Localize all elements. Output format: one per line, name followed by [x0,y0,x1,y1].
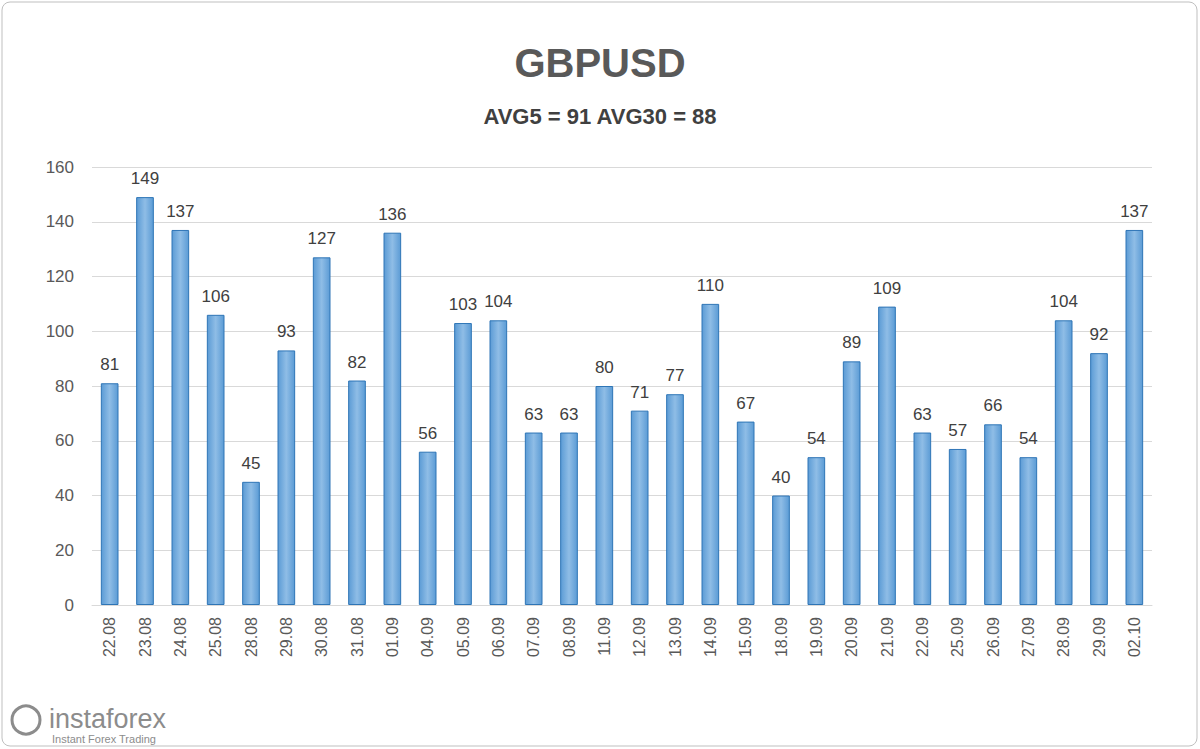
svg-text:40: 40 [55,486,74,505]
svg-text:40: 40 [772,468,791,487]
svg-text:instaforex: instaforex [49,704,167,734]
svg-text:01.09: 01.09 [384,617,401,657]
svg-text:137: 137 [1120,202,1148,221]
svg-text:80: 80 [55,377,74,396]
svg-text:04.09: 04.09 [419,617,436,657]
svg-text:23.08: 23.08 [137,617,154,657]
svg-text:18.09: 18.09 [773,617,790,657]
svg-text:80: 80 [595,358,614,377]
svg-text:20: 20 [55,541,74,560]
svg-text:0: 0 [65,596,74,615]
svg-text:07.09: 07.09 [525,617,542,657]
svg-text:63: 63 [560,405,579,424]
svg-text:63: 63 [913,405,932,424]
svg-text:21.09: 21.09 [879,617,896,657]
svg-text:63: 63 [524,405,543,424]
svg-text:81: 81 [100,355,119,374]
svg-text:109: 109 [873,279,901,298]
svg-text:82: 82 [348,353,367,372]
svg-text:77: 77 [666,366,685,385]
svg-text:56: 56 [418,424,437,443]
svg-text:Instant Forex Trading: Instant Forex Trading [52,733,156,745]
svg-text:71: 71 [630,383,649,402]
svg-text:08.09: 08.09 [561,617,578,657]
svg-text:120: 120 [46,267,74,286]
svg-text:57: 57 [948,421,967,440]
svg-text:25.09: 25.09 [949,617,966,657]
svg-text:20.09: 20.09 [843,617,860,657]
svg-text:13.09: 13.09 [667,617,684,657]
svg-text:160: 160 [46,158,74,177]
svg-text:26.09: 26.09 [985,617,1002,657]
svg-text:106: 106 [201,287,229,306]
svg-text:14.09: 14.09 [702,617,719,657]
svg-text:28.09: 28.09 [1055,617,1072,657]
svg-text:22.09: 22.09 [914,617,931,657]
svg-text:136: 136 [378,205,406,224]
svg-text:89: 89 [842,333,861,352]
svg-text:67: 67 [736,394,755,413]
svg-text:22.08: 22.08 [101,617,118,657]
svg-text:27.09: 27.09 [1020,617,1037,657]
svg-text:25.08: 25.08 [207,617,224,657]
svg-text:29.09: 29.09 [1091,617,1108,657]
svg-text:29.08: 29.08 [278,617,295,657]
svg-text:104: 104 [1049,292,1077,311]
svg-text:92: 92 [1090,325,1109,344]
svg-text:28.08: 28.08 [243,617,260,657]
svg-text:54: 54 [807,429,826,448]
svg-text:104: 104 [484,292,512,311]
svg-text:30.08: 30.08 [313,617,330,657]
svg-text:54: 54 [1019,429,1038,448]
svg-text:31.08: 31.08 [349,617,366,657]
svg-text:93: 93 [277,322,296,341]
svg-text:AVG5 = 91 AVG30 = 88: AVG5 = 91 AVG30 = 88 [483,104,716,129]
svg-text:45: 45 [242,454,261,473]
svg-text:110: 110 [697,276,724,295]
svg-text:127: 127 [307,229,335,248]
svg-text:66: 66 [984,396,1003,415]
svg-text:06.09: 06.09 [490,617,507,657]
svg-text:11.09: 11.09 [596,617,613,656]
svg-text:60: 60 [55,431,74,450]
svg-text:103: 103 [449,295,477,314]
svg-text:137: 137 [166,202,194,221]
svg-text:24.08: 24.08 [172,617,189,657]
svg-text:GBPUSD: GBPUSD [514,41,685,85]
svg-text:140: 140 [46,212,74,231]
svg-text:100: 100 [46,322,74,341]
svg-text:12.09: 12.09 [631,617,648,657]
svg-text:02.10: 02.10 [1126,617,1143,657]
svg-text:149: 149 [131,169,159,188]
svg-text:19.09: 19.09 [808,617,825,657]
svg-text:15.09: 15.09 [737,617,754,657]
svg-text:05.09: 05.09 [455,617,472,657]
